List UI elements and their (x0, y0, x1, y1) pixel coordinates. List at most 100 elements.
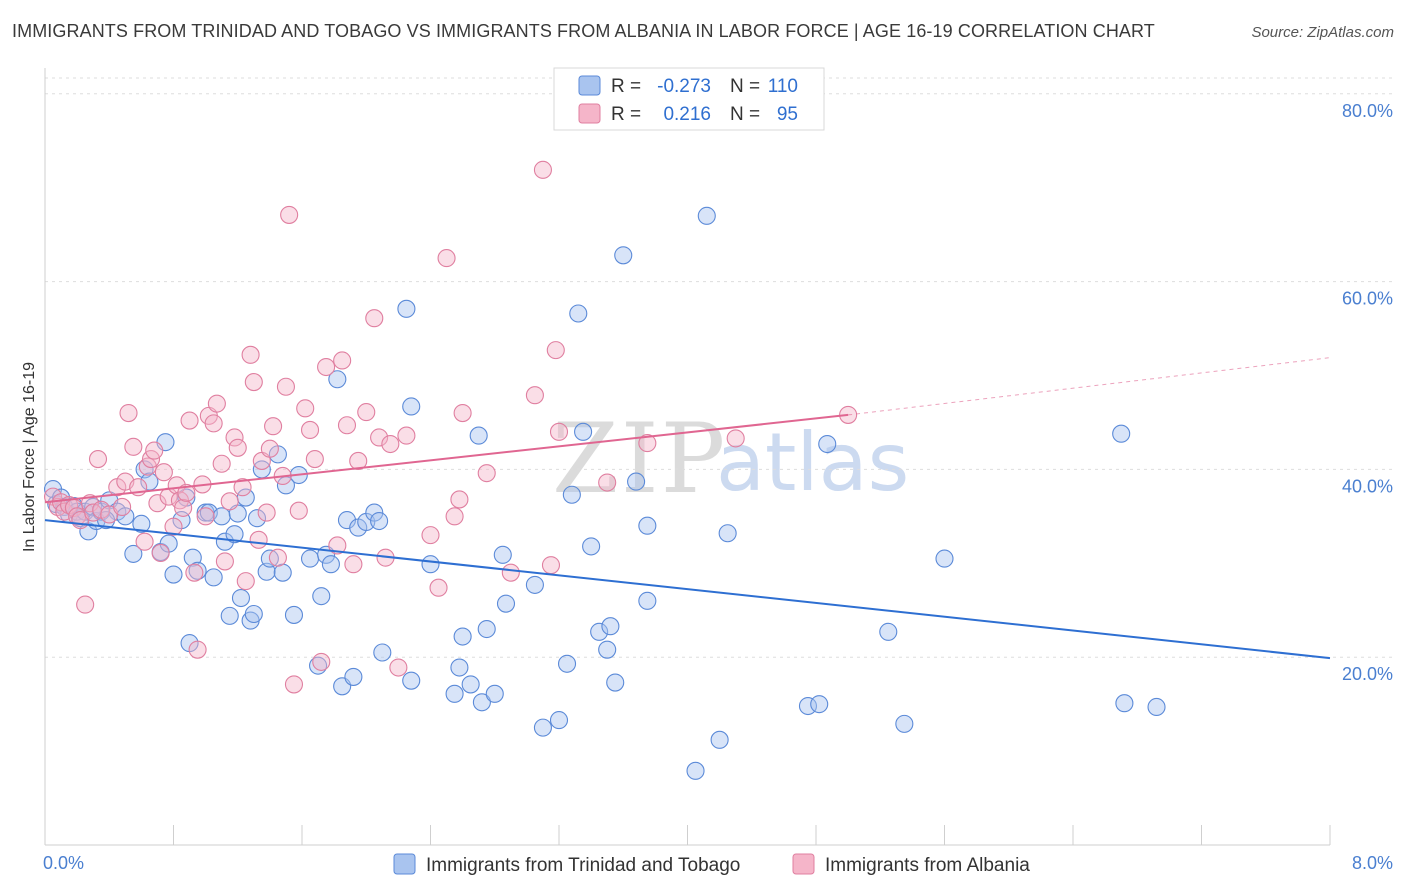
data-point-trinidad (472, 693, 491, 712)
data-point-trinidad (450, 658, 469, 677)
watermark-zip: ZIP (552, 403, 727, 515)
axes (44, 68, 1331, 846)
data-point-albania (236, 572, 255, 591)
data-point-trinidad (453, 627, 472, 646)
data-point-trinidad (557, 654, 577, 673)
data-point-albania (598, 473, 617, 492)
data-point-trinidad (328, 370, 347, 389)
data-point-albania (437, 249, 456, 268)
data-point-albania (225, 428, 244, 447)
data-point-trinidad (300, 549, 320, 568)
legend-swatch-albania (578, 103, 601, 124)
data-point-trinidad (116, 507, 135, 526)
data-point-albania (276, 377, 295, 396)
legend-n-label-1: N = (730, 104, 760, 125)
grid-lines (45, 77, 1395, 658)
data-point-trinidad (461, 675, 480, 694)
data-point-albania (337, 416, 357, 435)
data-point-albania (268, 548, 287, 567)
legend-r-value-0: -0.273 (657, 76, 711, 97)
bottom-legend: Immigrants from Trinidad and Tobago Immi… (393, 853, 1030, 876)
data-point-trinidad (1147, 697, 1166, 717)
data-point-albania (244, 373, 263, 392)
x-tick-label: 8.0% (1352, 853, 1393, 873)
data-point-albania (280, 205, 299, 224)
data-point-trinidad (582, 537, 601, 556)
y-tick-label: 20.0% (1342, 664, 1393, 684)
watermark-atlas: atlas (716, 416, 909, 509)
trend-line-albania-extension (848, 357, 1331, 416)
data-point-albania (174, 498, 193, 517)
watermark: ZIP atlas (552, 403, 909, 515)
data-point-albania (185, 563, 204, 582)
data-point-trinidad (204, 568, 223, 587)
data-point-albania (333, 351, 352, 370)
data-point-trinidad (321, 555, 340, 574)
data-point-trinidad (247, 509, 267, 528)
data-point-albania (196, 507, 215, 526)
data-point-trinidad (895, 714, 914, 733)
data-point-trinidad (273, 563, 292, 582)
data-point-albania (501, 563, 520, 582)
data-point-albania (204, 414, 223, 433)
data-point-trinidad (445, 684, 464, 703)
data-point-albania (349, 451, 368, 470)
data-point-albania (249, 530, 268, 549)
data-point-albania (344, 555, 363, 574)
data-point-albania (477, 464, 496, 483)
data-point-trinidad (574, 422, 593, 441)
data-point-trinidad (606, 673, 625, 692)
data-point-trinidad (569, 304, 588, 323)
data-point-trinidad (244, 604, 263, 624)
data-point-albania (541, 556, 561, 575)
data-point-trinidad (818, 434, 837, 454)
data-point-albania (215, 552, 234, 571)
data-point-trinidad (562, 485, 581, 504)
data-point-trinidad (421, 555, 440, 574)
data-point-albania (80, 494, 100, 513)
data-point-albania (312, 652, 331, 671)
data-point-trinidad (598, 640, 617, 659)
trend-line-albania (44, 413, 849, 504)
data-point-trinidad (627, 472, 646, 491)
data-point-trinidad (935, 549, 954, 568)
data-point-albania (241, 345, 260, 364)
data-point-albania (135, 532, 154, 551)
data-point-albania (328, 536, 347, 555)
data-point-albania (164, 517, 183, 536)
data-point-trinidad (798, 696, 818, 716)
data-point-albania (220, 492, 239, 511)
data-point-albania (154, 463, 173, 482)
data-point-albania (88, 450, 108, 469)
legend-r-label-1: R = (611, 104, 641, 125)
data-point-albania (300, 420, 320, 440)
data-point-albania (397, 426, 416, 445)
data-point-albania (365, 309, 384, 328)
data-point-trinidad (638, 516, 657, 535)
data-point-albania (429, 578, 448, 597)
data-point-albania (284, 675, 304, 694)
data-point-trinidad (212, 507, 231, 526)
trend-lines (44, 357, 1331, 660)
data-point-trinidad (638, 591, 657, 610)
data-point-albania (296, 399, 315, 418)
x-tick-labels: 0.0% 8.0% (43, 853, 1393, 873)
legend-r-label-0: R = (611, 76, 641, 97)
data-point-trinidad (284, 605, 304, 624)
data-point-trinidad (710, 730, 729, 749)
data-point-albania (305, 450, 324, 469)
data-point-trinidad (697, 206, 716, 225)
data-point-albania (167, 476, 186, 495)
legend-n-value-1: 95 (777, 104, 798, 125)
data-point-trinidad (493, 545, 512, 564)
data-point-trinidad (231, 588, 251, 608)
data-point-albania (726, 429, 745, 448)
data-point-trinidad (533, 718, 552, 737)
data-point-albania (151, 543, 170, 563)
data-point-trinidad (344, 667, 363, 686)
data-point-albania (113, 497, 132, 517)
data-point-albania (119, 403, 138, 423)
legend-r-value-1: 0.216 (663, 104, 711, 125)
data-point-albania (264, 417, 283, 436)
data-point-trinidad (718, 524, 737, 543)
